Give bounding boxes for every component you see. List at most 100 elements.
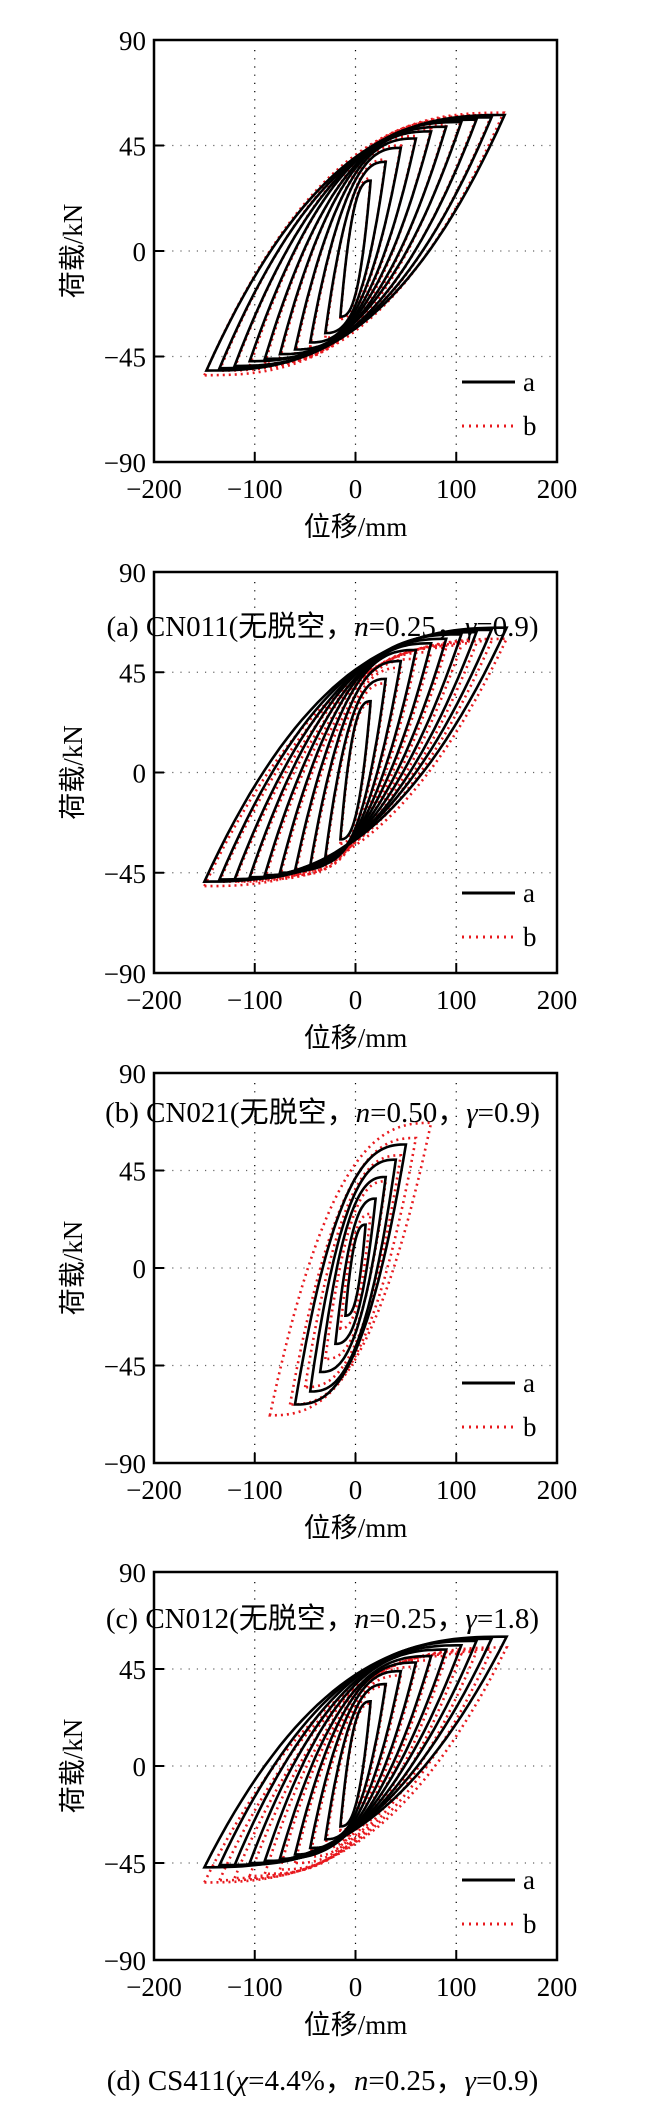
- y-tick-label: 0: [133, 1752, 147, 1782]
- series-b-loop: [217, 1648, 494, 1882]
- x-tick-label: 100: [436, 1475, 477, 1505]
- x-tick-label: 0: [349, 1475, 363, 1505]
- x-tick-label: −200: [126, 1972, 182, 2002]
- series-b-loop: [268, 1121, 433, 1417]
- series-a-loop: [202, 626, 509, 884]
- y-tick-label: −90: [104, 1449, 146, 1479]
- series-a-loop: [247, 120, 464, 363]
- y-tick-label: 90: [119, 1059, 146, 1089]
- x-tick-label: −200: [126, 1475, 182, 1505]
- series-a-loop: [293, 648, 418, 872]
- legend: ab: [462, 367, 537, 441]
- series-a-loop: [323, 1682, 388, 1841]
- y-tick-label: 45: [119, 132, 146, 162]
- chart-panel-b: −200 −100 0 100 200 90 45 0 −45 −90 位移/mm 荷载/kN ab: [58, 558, 578, 1053]
- caption-segment: =0.9): [475, 2065, 539, 2097]
- series-a-loop: [338, 1700, 373, 1828]
- series-b-loop: [263, 646, 448, 881]
- y-tick-label: 0: [133, 1254, 147, 1284]
- figure-caption-b: (b) CN021(无脱空，n=0.50，γ=0.9): [0, 1089, 645, 1131]
- caption-segment: =1.8): [476, 1603, 540, 1635]
- caption-segment: (c) CN012(无脱空，: [105, 1603, 355, 1635]
- series-b-loop: [308, 1674, 403, 1858]
- chart-panel-a: −200 −100 0 100 200 90 45 0 −45 −90 位移/mm 荷载/kN ab: [58, 26, 577, 542]
- chart-panel-d: −200 −100 0 100 200 90 45 0 −45 −90 位移/mm 荷载/kN ab: [58, 1558, 578, 2040]
- caption-segment: γ: [465, 1603, 477, 1635]
- legend-label-a: a: [523, 367, 535, 397]
- series-a-loop: [293, 1143, 408, 1406]
- caption-segment: (a) CN011(无脱空，: [106, 611, 355, 643]
- y-tick-label: −45: [104, 343, 146, 373]
- x-axis-label: 位移/mm: [304, 1023, 408, 1053]
- legend: ab: [462, 1368, 537, 1442]
- series-a-loop: [308, 1158, 398, 1393]
- x-tick-label: 100: [436, 1972, 477, 2002]
- y-tick-label: 45: [119, 1157, 146, 1187]
- y-tick-label: 90: [119, 558, 146, 588]
- plot-area: [268, 1121, 433, 1417]
- series-a-loop: [338, 179, 373, 318]
- x-tick-label: 0: [349, 474, 363, 504]
- series-a-loop: [232, 1639, 479, 1867]
- series-a-loop: [318, 1175, 388, 1374]
- figure-caption-d: (d) CS411(χ=4.4%，n=0.25，γ=0.9): [0, 2057, 645, 2099]
- series-b-loop: [202, 1646, 509, 1884]
- caption-segment: (d) CS411(: [106, 2065, 236, 2097]
- x-axis-label: 位移/mm: [304, 1513, 408, 1543]
- y-tick-label: 45: [119, 1655, 146, 1685]
- series-a-loop: [202, 1635, 509, 1869]
- series-a-loop: [232, 630, 479, 881]
- plot-frame: [152, 1071, 559, 1465]
- caption-segment: γ: [466, 1097, 478, 1129]
- y-tick-label: −90: [104, 448, 146, 478]
- y-tick-label: 0: [133, 237, 147, 267]
- series-b-loop: [308, 144, 403, 349]
- x-tick-label: −100: [227, 1475, 283, 1505]
- legend-label-b: b: [523, 1412, 537, 1442]
- figure-caption-c: (c) CN012(无脱空，n=0.25，γ=1.8): [0, 1595, 645, 1637]
- series-b-loop: [278, 1659, 433, 1871]
- x-tick-label: 100: [436, 985, 477, 1015]
- legend-label-b: b: [523, 411, 537, 441]
- caption-segment: n: [353, 2065, 369, 2097]
- legend: ab: [462, 1865, 537, 1939]
- y-tick-label: 45: [119, 658, 146, 688]
- x-tick-label: 200: [537, 1972, 578, 2002]
- plot-area: [202, 111, 507, 377]
- series-b-loop: [202, 111, 506, 377]
- y-tick-label: −45: [104, 1352, 146, 1382]
- x-tick-label: −200: [126, 474, 182, 504]
- y-tick-label: 0: [133, 759, 147, 789]
- x-tick-label: 0: [349, 985, 363, 1015]
- y-tick-label: −45: [104, 859, 146, 889]
- x-tick-label: 200: [537, 1475, 578, 1505]
- caption-segment: =0.25，: [368, 2065, 465, 2097]
- y-axis-label: 荷载/kN: [58, 1221, 88, 1316]
- caption-segment: =0.25，: [369, 1603, 466, 1635]
- legend-label-a: a: [523, 1865, 535, 1895]
- caption-segment: (b) CN021(无脱空，: [105, 1097, 356, 1129]
- y-axis-label: 荷载/kN: [58, 1719, 88, 1814]
- caption-segment: χ: [235, 2065, 249, 2097]
- legend: ab: [462, 878, 537, 952]
- y-tick-label: 90: [119, 26, 146, 56]
- y-axis-label: 荷载/kN: [58, 204, 88, 299]
- y-tick-label: 90: [119, 1558, 146, 1588]
- series-a-loop: [338, 699, 373, 841]
- legend-label-a: a: [523, 1368, 535, 1398]
- plot-frame: [152, 38, 559, 464]
- legend-label-b: b: [523, 1909, 537, 1939]
- x-tick-label: −200: [126, 985, 182, 1015]
- x-tick-label: 200: [537, 985, 578, 1015]
- x-axis-label: 位移/mm: [304, 2010, 408, 2040]
- series-a-loop: [343, 1223, 368, 1317]
- series-b-loop: [217, 113, 494, 372]
- caption-segment: =0.50，: [370, 1097, 467, 1129]
- legend-label-a: a: [523, 878, 535, 908]
- y-tick-label: −90: [104, 1946, 146, 1976]
- plot-area: [202, 1635, 509, 1884]
- chart-panel-c: −200 −100 0 100 200 90 45 0 −45 −90 位移/mm 荷载/kN ab: [58, 1059, 578, 1543]
- series-b-loop: [288, 1136, 418, 1406]
- series-b-loop: [247, 1652, 464, 1878]
- caption-segment: n: [354, 1603, 370, 1635]
